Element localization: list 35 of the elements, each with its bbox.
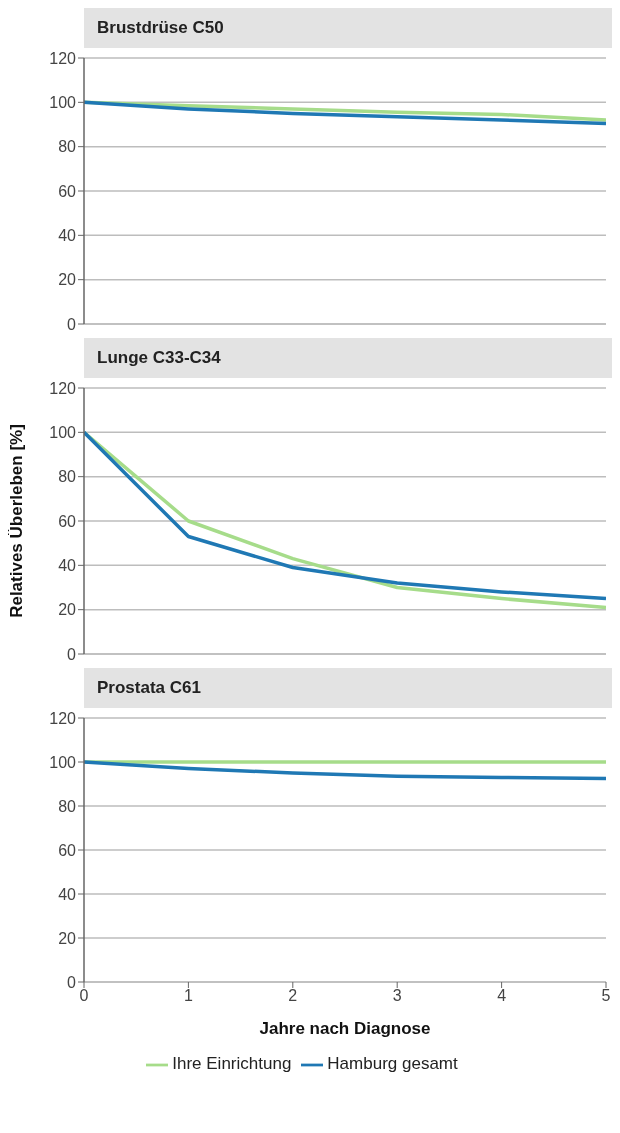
y-tick-label: 80 <box>58 138 77 156</box>
x-axis-title: Jahre nach Diagnose <box>259 1019 431 1038</box>
y-tick-label: 100 <box>49 424 77 442</box>
x-tick-label: 2 <box>288 987 298 1005</box>
y-tick-label: 60 <box>58 512 77 530</box>
y-tick-label: 40 <box>58 227 77 245</box>
y-tick-label: 0 <box>67 315 77 333</box>
y-axis-title: Relatives Überleben [%] <box>7 424 27 618</box>
y-tick-label: 0 <box>67 973 77 991</box>
chart-title: Lunge C33-C34 <box>84 338 612 378</box>
y-tick-label: 40 <box>58 885 77 903</box>
line-series <box>84 760 606 781</box>
y-tick-label: 40 <box>58 557 77 575</box>
y-tick-label: 80 <box>58 797 77 815</box>
chart-title: Brustdrüse C50 <box>84 8 612 48</box>
x-tick-label: 4 <box>497 987 507 1005</box>
x-tick-label: 3 <box>392 987 402 1005</box>
y-tick-label: 20 <box>58 929 77 947</box>
y-tick-label: 120 <box>49 49 77 67</box>
legend-label: Ihre Einrichtung <box>172 1054 292 1074</box>
legend-label: Hamburg gesamt <box>327 1054 458 1074</box>
y-tick-label: 60 <box>58 182 77 200</box>
y-tick-label: 100 <box>49 94 77 112</box>
y-tick-label: 60 <box>58 841 77 859</box>
x-tick-label: 5 <box>601 987 611 1005</box>
y-tick-label: 80 <box>58 468 77 486</box>
x-tick-label: 1 <box>183 987 193 1005</box>
x-tick-label: 0 <box>79 987 89 1005</box>
y-tick-label: 0 <box>67 645 77 663</box>
chart-title: Prostata C61 <box>84 668 612 708</box>
y-tick-label: 20 <box>58 271 77 289</box>
y-tick-label: 100 <box>49 753 77 771</box>
y-tick-label: 120 <box>49 379 77 397</box>
y-tick-label: 120 <box>49 709 77 727</box>
y-tick-label: 20 <box>58 601 77 619</box>
